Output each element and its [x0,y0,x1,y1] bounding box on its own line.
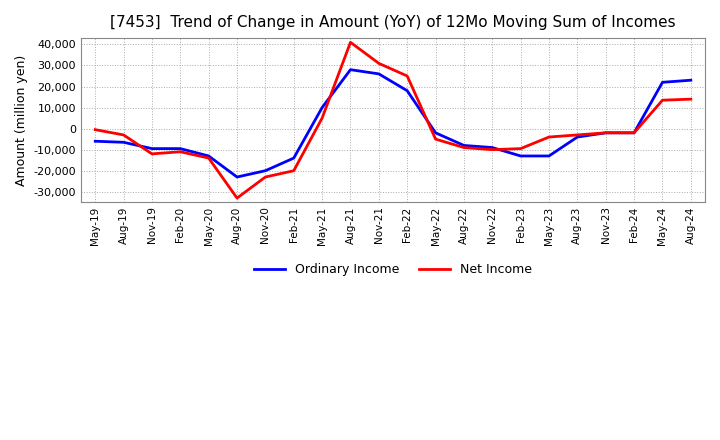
Net Income [346,40,355,45]
Net Income [545,134,554,139]
Net Income [658,98,667,103]
Ordinary Income [545,153,554,158]
Net Income [601,130,610,136]
Ordinary Income [630,130,639,136]
Ordinary Income [573,134,582,139]
Net Income [459,145,468,150]
Ordinary Income [120,139,128,145]
Line: Ordinary Income: Ordinary Income [95,70,690,177]
Title: [7453]  Trend of Change in Amount (YoY) of 12Mo Moving Sum of Incomes: [7453] Trend of Change in Amount (YoY) o… [110,15,676,30]
Net Income [403,73,412,79]
Net Income [148,151,156,157]
Ordinary Income [431,130,440,136]
Net Income [516,146,525,151]
Ordinary Income [176,146,184,151]
Ordinary Income [403,88,412,93]
Net Income [261,174,270,180]
Ordinary Income [261,168,270,173]
Ordinary Income [658,80,667,85]
Ordinary Income [318,105,326,110]
Ordinary Income [289,155,298,161]
Ordinary Income [488,145,497,150]
Y-axis label: Amount (million yen): Amount (million yen) [15,55,28,186]
Legend: Ordinary Income, Net Income: Ordinary Income, Net Income [249,258,537,282]
Ordinary Income [91,139,99,144]
Net Income [120,132,128,138]
Net Income [176,149,184,154]
Ordinary Income [516,153,525,158]
Ordinary Income [346,67,355,72]
Ordinary Income [148,146,156,151]
Net Income [289,168,298,173]
Net Income [630,130,639,136]
Ordinary Income [233,174,241,180]
Net Income [91,127,99,132]
Net Income [573,132,582,138]
Ordinary Income [204,153,213,158]
Ordinary Income [459,143,468,148]
Ordinary Income [374,71,383,77]
Ordinary Income [601,130,610,136]
Ordinary Income [686,77,695,83]
Net Income [204,155,213,161]
Net Income [686,96,695,102]
Net Income [318,115,326,121]
Net Income [233,195,241,201]
Net Income [374,61,383,66]
Net Income [488,147,497,152]
Line: Net Income: Net Income [95,42,690,198]
Net Income [431,136,440,142]
